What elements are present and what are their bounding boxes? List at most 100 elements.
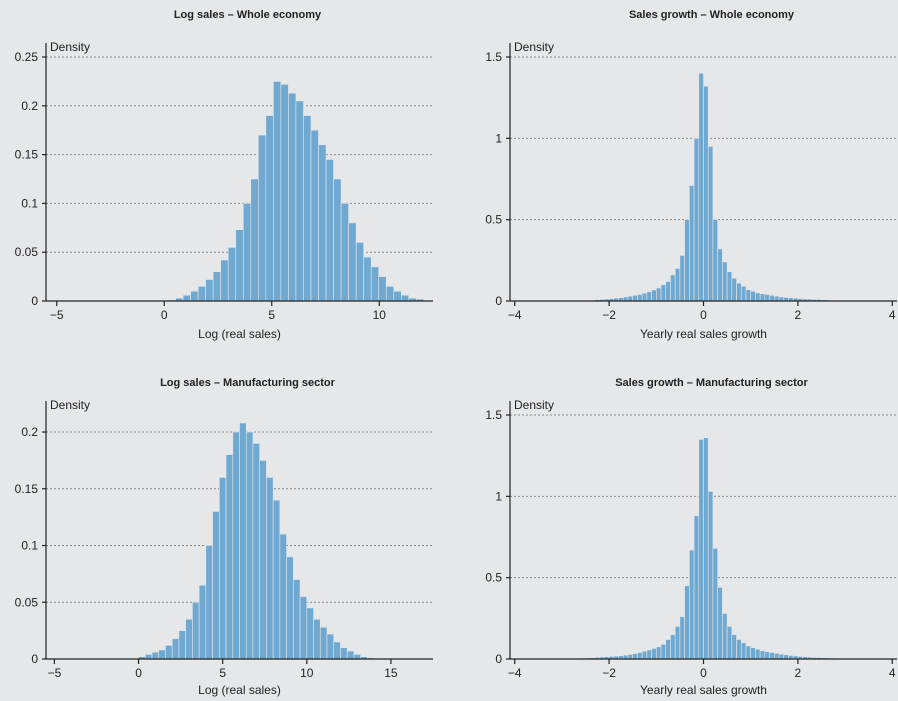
histogram-bar <box>235 229 244 302</box>
histogram-bar <box>346 650 355 660</box>
histogram-bar <box>378 276 387 302</box>
histogram-bar <box>212 271 221 302</box>
histogram-bar <box>348 222 357 302</box>
histogram-bar <box>693 515 700 660</box>
histogram-bar <box>220 259 229 302</box>
histogram-bar <box>144 654 153 660</box>
histogram-bar <box>151 651 160 660</box>
histogram-bar <box>674 268 681 302</box>
histogram-bar <box>717 248 723 302</box>
x-tick-label: −5 <box>48 666 62 680</box>
histogram-bar <box>190 290 199 302</box>
histogram-bar <box>400 294 410 302</box>
histogram-bar <box>736 639 742 660</box>
x-axis-label: Log (real sales) <box>198 683 281 697</box>
histogram-bar <box>632 653 638 660</box>
histogram-bar <box>684 219 690 302</box>
histogram-bar <box>778 653 785 660</box>
histogram-bar <box>353 654 361 660</box>
histogram-bar <box>670 634 676 660</box>
histogram-bar <box>665 281 671 302</box>
histogram-bar <box>778 296 785 302</box>
histogram-bar <box>703 85 709 302</box>
histogram-bar <box>736 282 742 302</box>
x-tick-label: 2 <box>795 666 802 680</box>
x-tick-label: 0 <box>161 308 168 322</box>
histogram-bar <box>239 422 247 660</box>
histogram-bar <box>319 626 328 660</box>
histogram-bar <box>333 178 342 302</box>
histogram-bar <box>333 641 341 660</box>
histogram-bar <box>299 596 308 660</box>
x-tick-label: 2 <box>795 308 802 322</box>
chart-panel-1: Log sales – Whole economy 0 0.05 0.1 0.15 0.2… <box>15 9 433 341</box>
histogram-bar <box>759 293 766 302</box>
histogram-bar <box>250 178 259 302</box>
histogram-bar <box>731 634 737 660</box>
histogram-bar <box>637 294 643 302</box>
histogram-bar <box>370 266 380 302</box>
histogram-bar <box>627 295 634 302</box>
histogram-bar <box>783 654 789 660</box>
x-tick-label: 5 <box>268 308 275 322</box>
histogram-bar <box>273 81 282 302</box>
histogram-bar <box>660 284 667 302</box>
histogram-bar <box>259 460 267 660</box>
histogram-bar <box>280 84 289 302</box>
histogram-bar <box>726 271 733 302</box>
histogram-bar <box>363 256 372 302</box>
histogram-bar <box>665 639 671 660</box>
histogram-bar <box>385 286 395 302</box>
histogram-bar <box>340 203 349 302</box>
histogram-bar <box>393 290 402 302</box>
histogram-bar <box>750 290 756 302</box>
histogram-bar <box>703 437 709 660</box>
histogram-bar <box>698 72 704 302</box>
x-tick-label: 0 <box>135 666 142 680</box>
histogram-bar <box>656 646 662 660</box>
histogram-bar <box>660 644 667 660</box>
x-tick-label: −5 <box>50 308 64 322</box>
histogram-bar <box>769 652 775 660</box>
histogram-bar <box>707 491 714 660</box>
y-tick-label: 0.5 <box>485 571 502 585</box>
histogram-bar <box>326 633 335 660</box>
y-axis-label: Density <box>50 40 90 54</box>
histogram-bar <box>245 431 254 660</box>
histogram-bar <box>178 630 186 660</box>
chart-title: Sales growth – Whole economy <box>629 9 795 21</box>
histogram-bar <box>689 549 695 660</box>
histogram-bar <box>192 601 200 660</box>
histogram-bar <box>325 159 334 302</box>
histogram-bar <box>205 279 214 302</box>
x-tick-label: 10 <box>373 308 387 322</box>
x-tick-label: 0 <box>700 666 707 680</box>
y-tick-label: 0 <box>495 294 502 308</box>
histogram-bar <box>755 648 761 660</box>
histogram-bar <box>698 439 704 660</box>
histogram-bar <box>646 649 652 660</box>
histogram-bar <box>651 648 657 660</box>
histogram-bar <box>627 654 634 660</box>
x-axis-label: Yearly real sales growth <box>640 327 767 341</box>
histogram-bar <box>722 261 728 302</box>
histogram-bar <box>679 255 685 302</box>
chart-title: Sales growth – Manufacturing sector <box>615 377 808 389</box>
chart-title: Log sales – Manufacturing sector <box>160 377 336 389</box>
y-tick-label: 1 <box>495 489 502 503</box>
histogram-bar <box>764 651 770 660</box>
histogram-bar <box>755 292 761 302</box>
x-tick-label: 4 <box>889 666 896 680</box>
histogram-bar <box>266 477 274 660</box>
histogram-bar <box>679 616 685 660</box>
histogram-bar <box>646 291 652 302</box>
y-tick-label: 0.5 <box>485 213 502 227</box>
histogram-bar <box>288 92 297 302</box>
histogram-bar <box>198 584 207 660</box>
histogram-bar <box>750 647 756 660</box>
x-axis-label: Log (real sales) <box>198 327 281 341</box>
histogram-bar <box>225 454 234 660</box>
histogram-bar <box>622 296 629 302</box>
histogram-bar <box>286 556 294 660</box>
histogram-bar <box>684 585 690 660</box>
